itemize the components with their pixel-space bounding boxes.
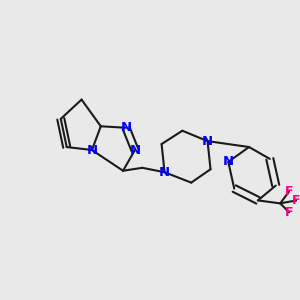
- Text: N: N: [121, 121, 132, 134]
- Text: F: F: [285, 185, 293, 198]
- Text: N: N: [202, 135, 213, 148]
- Text: F: F: [285, 206, 293, 219]
- Text: F: F: [292, 194, 300, 207]
- Text: N: N: [129, 143, 140, 157]
- Text: N: N: [159, 166, 170, 179]
- Text: N: N: [86, 143, 98, 157]
- Text: N: N: [223, 155, 234, 168]
